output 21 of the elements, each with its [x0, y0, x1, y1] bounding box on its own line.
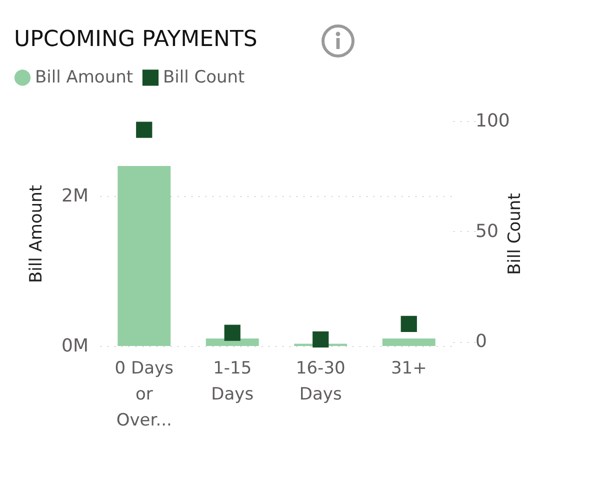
y-axis-title: Bill Amount	[26, 184, 47, 284]
y2-axis-title: Bill Count	[504, 192, 525, 275]
point	[224, 324, 240, 341]
point	[136, 122, 152, 138]
y2-tick-label: 100	[476, 110, 510, 132]
x-tick-label: 31+	[390, 358, 427, 378]
bar	[382, 338, 436, 346]
y-tick-label: 0M	[62, 336, 88, 356]
y2-tick-label: 50	[476, 220, 498, 242]
x-tick-label: 1-15 Days	[211, 358, 254, 404]
y-tick-label: 2M	[62, 186, 88, 206]
x-tick-label: 16-30 Days	[296, 358, 346, 404]
point	[312, 331, 329, 348]
chart-title: UPCOMING PAYMENTS	[14, 27, 258, 52]
bar	[118, 166, 171, 346]
legend-label: Bill Amount	[35, 68, 134, 88]
y2-tick-label: 0	[476, 331, 487, 352]
bar	[206, 338, 259, 346]
legend-label: Bill Count	[163, 68, 246, 88]
point	[400, 316, 417, 332]
x-tick-label: 0 Days or Over...	[114, 358, 174, 430]
